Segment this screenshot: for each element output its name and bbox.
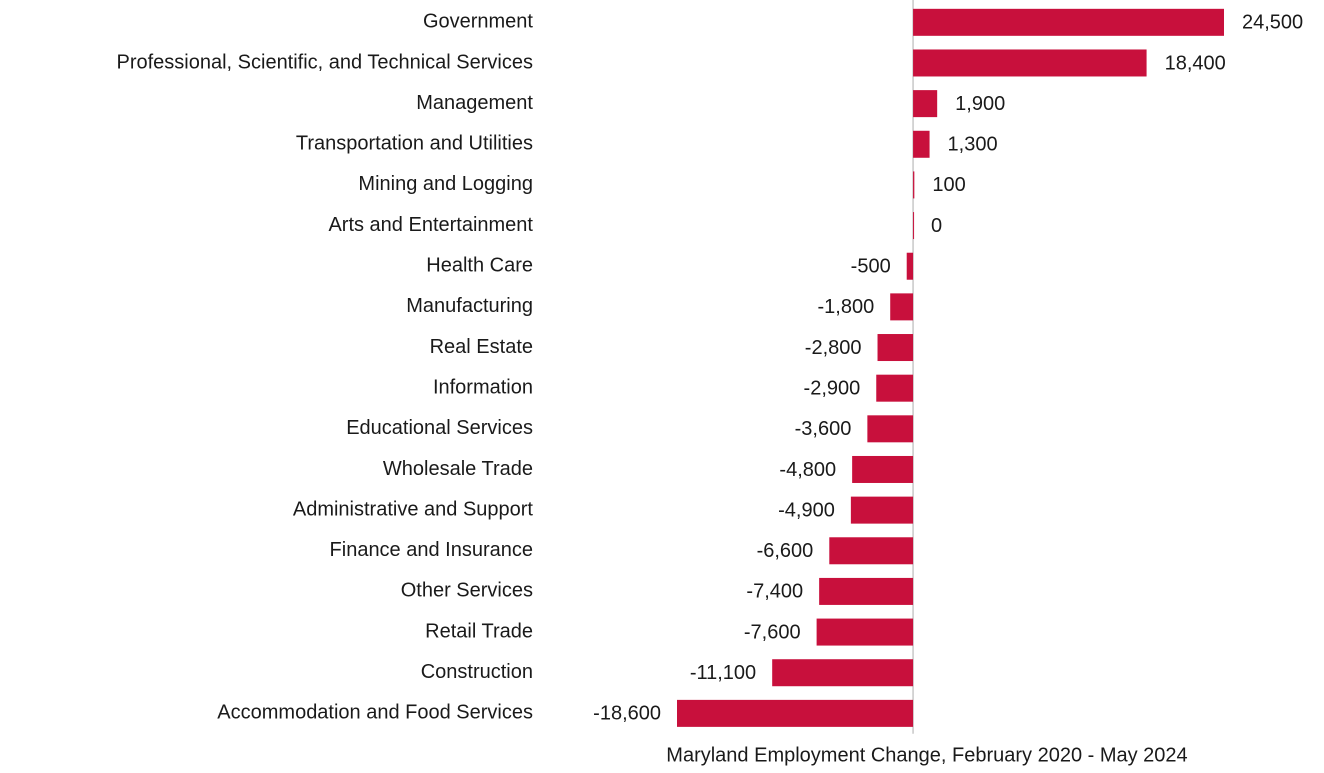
bar <box>890 293 914 321</box>
category-label: Retail Trade <box>425 620 533 642</box>
bar <box>852 455 914 483</box>
category-label: Accommodation and Food Services <box>217 702 533 724</box>
bar <box>829 537 914 565</box>
category-label: Wholesale Trade <box>383 458 533 480</box>
category-label: Arts and Entertainment <box>328 214 533 236</box>
category-label: Government <box>423 11 533 33</box>
category-label: Manufacturing <box>406 295 533 317</box>
bar <box>819 577 914 605</box>
category-label: Finance and Insurance <box>330 539 533 561</box>
bar <box>677 699 914 727</box>
category-label: Health Care <box>426 255 533 277</box>
bar <box>877 334 914 362</box>
bar <box>913 212 915 240</box>
value-label: -2,900 <box>804 377 861 399</box>
bar <box>913 171 915 199</box>
bar <box>913 8 1224 36</box>
category-label: Educational Services <box>346 417 533 439</box>
bar <box>913 130 930 158</box>
category-label: Management <box>416 92 533 114</box>
bar <box>906 252 914 280</box>
category-label: Real Estate <box>430 336 533 358</box>
value-label: 0 <box>931 215 942 237</box>
value-label: 24,500 <box>1242 12 1303 34</box>
value-label: -3,600 <box>795 418 852 440</box>
bar <box>913 90 938 118</box>
value-label: -6,600 <box>757 540 814 562</box>
value-label: 1,300 <box>948 134 998 156</box>
category-label: Information <box>433 376 533 398</box>
value-label: -11,100 <box>690 662 756 684</box>
bar <box>850 496 914 524</box>
category-label: Construction <box>421 661 533 683</box>
value-label: -18,600 <box>593 703 661 725</box>
value-label: -4,800 <box>779 459 836 481</box>
value-label: -7,600 <box>744 621 801 643</box>
bar <box>867 415 914 443</box>
value-label: 100 <box>932 174 965 196</box>
chart-title: Maryland Employment Change, February 202… <box>666 744 1187 766</box>
value-label: -7,400 <box>746 581 803 603</box>
value-label: -1,800 <box>817 296 874 318</box>
value-label: 18,400 <box>1165 52 1226 74</box>
value-label: -4,900 <box>778 499 835 521</box>
category-label: Administrative and Support <box>293 498 534 520</box>
value-label: 1,900 <box>955 93 1005 115</box>
bar <box>816 618 914 646</box>
category-label: Other Services <box>401 580 533 602</box>
category-label: Professional, Scientific, and Technical … <box>116 51 533 73</box>
bar <box>913 49 1147 77</box>
category-label: Mining and Logging <box>358 173 533 195</box>
value-label: -500 <box>851 256 891 278</box>
value-label: -2,800 <box>805 337 862 359</box>
bar <box>772 659 914 687</box>
category-label: Transportation and Utilities <box>296 133 533 155</box>
bar <box>876 374 914 402</box>
